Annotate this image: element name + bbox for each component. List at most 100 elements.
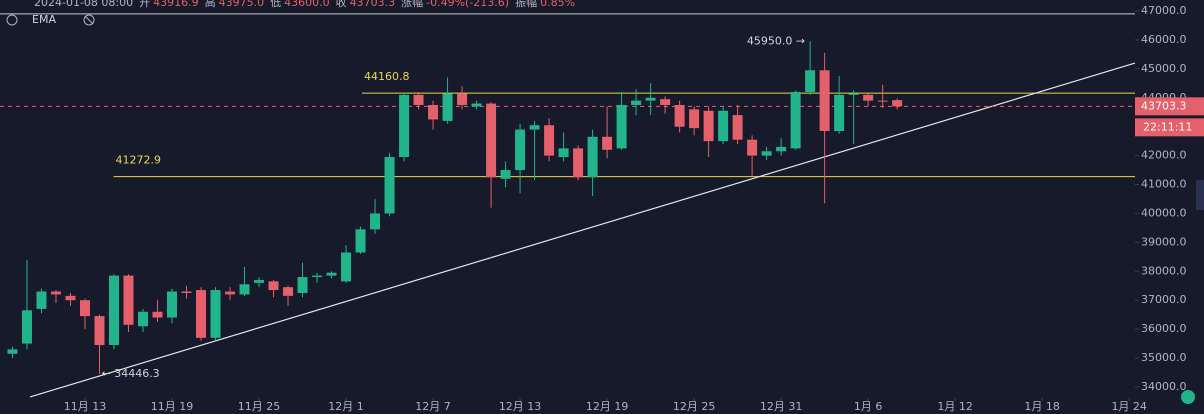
candle-body: [167, 291, 178, 318]
candle-body: [79, 300, 90, 317]
x-tick-label: 11月 25: [238, 400, 281, 413]
y-tick-label: 42000.0: [1141, 149, 1187, 162]
candle-body: [36, 291, 47, 309]
candle-body: [94, 316, 105, 346]
candle-body: [732, 115, 743, 140]
trend-line: [29, 62, 1136, 398]
header-field-label: 振幅: [515, 0, 537, 9]
header-field-value: 43916.9: [153, 0, 199, 9]
x-tick-label: 1月 6: [854, 400, 883, 413]
candle-body: [573, 148, 584, 178]
candle-body: [819, 70, 830, 132]
price-tag-label: 43703.3: [1141, 99, 1187, 112]
y-tick-label: 47000.0: [1141, 4, 1187, 17]
candle-body: [399, 94, 410, 158]
candle-body: [834, 94, 845, 132]
x-tick-label: 1月 12: [937, 400, 973, 413]
candle-body: [457, 93, 468, 105]
price-tag: [1135, 97, 1204, 116]
candle-body: [428, 104, 439, 120]
candle-body: [674, 104, 685, 127]
candle-body: [761, 151, 772, 156]
candle-body: [863, 94, 874, 101]
max-label: 45950.0 →: [747, 34, 805, 47]
candle-body: [65, 295, 76, 301]
candle-body: [747, 139, 758, 156]
candle-body: [283, 287, 294, 296]
candle-body: [21, 310, 32, 344]
candle-body: [239, 284, 250, 295]
candle-body: [312, 275, 323, 278]
candle-body: [50, 291, 61, 295]
x-tick-label: 12月 13: [499, 400, 542, 413]
x-tick-label: 12月 19: [586, 400, 629, 413]
countdown-tag: [1135, 118, 1204, 137]
y-tick-label: 46000.0: [1141, 33, 1187, 46]
level-label: 41272.9: [116, 154, 162, 167]
x-tick-label: 1月 24: [1111, 400, 1147, 413]
candle-body: [631, 100, 642, 105]
header-field-value: 43703.3: [350, 0, 396, 9]
candle-body: [558, 148, 569, 158]
y-tick-label: 38000.0: [1141, 264, 1187, 277]
y-tick-label: 40000.0: [1141, 206, 1187, 219]
y-tick-label: 39000.0: [1141, 235, 1187, 248]
candle-body: [225, 291, 236, 295]
candle-body: [515, 129, 526, 171]
candle-body: [660, 99, 671, 105]
header-field-value: 0.85%: [540, 0, 575, 9]
candle-body: [486, 103, 497, 178]
min-label: ← 34446.3: [101, 367, 159, 380]
candle-body: [587, 136, 598, 178]
x-tick-label: 1月 18: [1024, 400, 1060, 413]
x-tick-label: 12月 25: [673, 400, 716, 413]
y-tick-label: 37000.0: [1141, 293, 1187, 306]
candle-body: [254, 279, 265, 283]
header-field-label: 开: [139, 0, 150, 9]
candle-body: [7, 349, 18, 354]
candle-body: [892, 100, 903, 107]
y-tick-label: 45000.0: [1141, 62, 1187, 75]
candle-body: [500, 170, 511, 179]
candle-body: [326, 272, 337, 276]
countdown-label: 22:11:11: [1143, 120, 1192, 133]
candle-body: [877, 100, 888, 102]
icon[interactable]: [6, 14, 18, 26]
header-field-label: 高: [205, 0, 216, 9]
hide-icon-slash: [84, 15, 94, 25]
candle-body: [210, 290, 221, 338]
y-tick-label: 41000.0: [1141, 178, 1187, 191]
header-field-label: 收: [336, 0, 347, 9]
candle-body: [718, 110, 729, 142]
x-tick-label: 11月 13: [64, 400, 107, 413]
header-field-label: 低: [270, 0, 281, 9]
x-tick-label: 12月 7: [415, 400, 451, 413]
x-tick-label: 12月 1: [328, 400, 364, 413]
candle-body: [297, 277, 308, 293]
candle-body: [370, 213, 381, 230]
candle-body: [544, 125, 555, 156]
header-field-value: 43600.0: [284, 0, 330, 9]
y-tick-label: 34000.0: [1141, 380, 1187, 393]
candle-body: [268, 281, 279, 291]
candle-body: [645, 97, 656, 101]
indicator-label[interactable]: EMA: [32, 13, 56, 26]
candle-body: [355, 229, 366, 253]
status-dot[interactable]: [1181, 390, 1195, 404]
x-tick-label: 12月 31: [760, 400, 803, 413]
candle-body: [602, 136, 613, 150]
candle-body: [848, 93, 859, 95]
candle-body: [341, 252, 352, 282]
header-time: 2024-01-08 08:00: [34, 0, 133, 9]
candle-body: [123, 275, 134, 325]
candle-body: [413, 94, 424, 105]
y-tick-label: 36000.0: [1141, 322, 1187, 335]
candle-body: [442, 93, 453, 121]
level-label: 44160.8: [364, 70, 410, 83]
candle-body: [790, 91, 801, 149]
candle-body: [152, 311, 163, 318]
hide-icon[interactable]: [83, 14, 95, 26]
side-handle[interactable]: [1196, 180, 1204, 210]
candle-body: [529, 125, 540, 130]
